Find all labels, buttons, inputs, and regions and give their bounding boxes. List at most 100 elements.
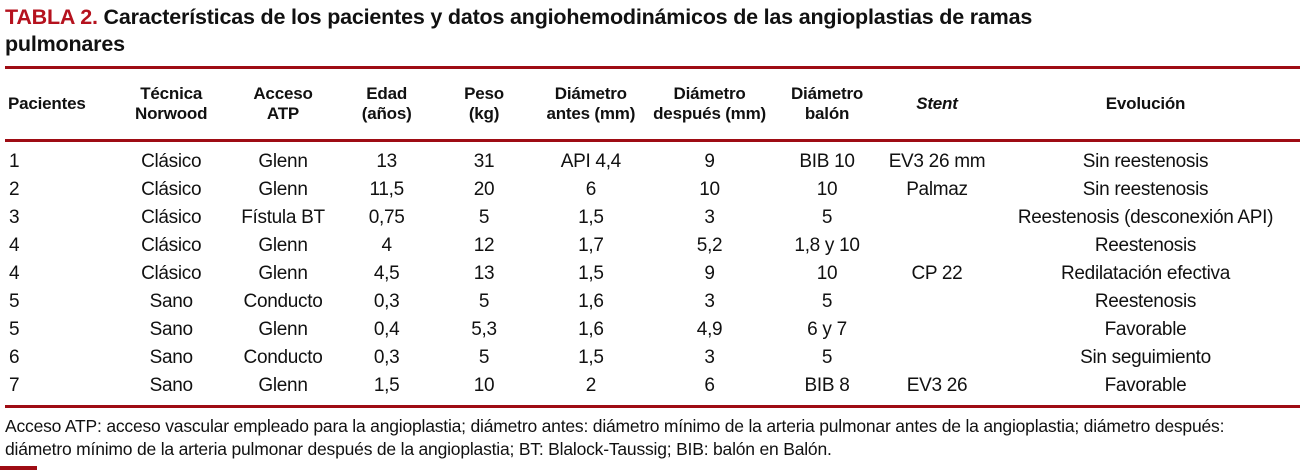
cell-diametro-balon: 5 [821,347,833,368]
table-title-line2: pulmonares [5,32,125,56]
cell-tecnica-norwood: Clásico [141,235,202,256]
cell-evolucion: Sin reestenosis [1082,179,1209,200]
cell-evolucion: Redilatación efectiva [1060,263,1231,284]
cell-diametro-balon: 5 [821,207,833,228]
cell-diametro-balon: 6 y 7 [807,319,847,340]
cell-stent [883,344,991,372]
cell-tecnica-norwood: Sano [149,319,193,340]
table-number-label: TABLA 2. [5,5,98,29]
cell-diametro-antes: API 4,4 [560,151,622,172]
cell-diametro-balon: 1,8 y 10 [794,235,860,256]
table-row: 4 Clásico Glenn 4 12 1,7 5,2 1,8 y 10 Reestenosi… [5,232,1300,260]
cell-peso: 5,3 [471,319,497,340]
table-row: 7 Sano Glenn 1,5 10 2 6 BIB 8 EV3 26 Favorable [5,372,1300,408]
column-header-tecnica-norwood: Técnica Norwood [115,66,228,142]
column-header-evolucion: Evolución [991,66,1300,142]
table-title: TABLA 2. Características de los paciente… [5,4,1300,58]
table-row: 4 Clásico Glenn 4,5 13 1,5 9 10 CP 22 Redilatació… [5,260,1300,288]
footnote-line: diámetro mínimo de la arteria pulmonar d… [5,439,832,459]
column-header-diametro-antes: Diámetro antes (mm) [533,66,648,142]
cell-peso: 5 [478,207,490,228]
cell-diametro-antes: 6 [585,179,597,200]
cell-peso: 10 [434,372,534,408]
column-header-pacientes: Pacientes [5,66,116,142]
cell-edad: 1,5 [338,372,435,408]
column-header-diametro-balon: Diámetro balón [771,66,883,142]
cell-acceso-atp: Glenn [258,319,308,340]
cell-pacientes: 3 [9,207,20,228]
cell-diametro-despues: 3 [704,207,715,228]
table-row: 2 Clásico Glenn 11,5 20 6 10 10 Palmaz Sin reeste… [5,176,1300,204]
cell-diametro-balon: 5 [821,291,833,312]
table-title-text: Características de los pacientes y datos… [103,5,1033,29]
cell-diametro-antes: 1,5 [578,263,604,284]
cell-edad: 11,5 [369,179,404,200]
cell-diametro-despues: 10 [699,179,720,200]
cell-stent: CP 22 [911,263,963,284]
cell-acceso-atp: Glenn [227,372,339,408]
cell-acceso-atp: Glenn [258,151,308,172]
table-row: 5 Sano Conducto 0,3 5 1,6 3 5 Reestenosis [5,288,1300,316]
cell-edad: 4 [381,235,393,256]
cell-stent: Palmaz [906,179,968,200]
cell-tecnica-norwood: Sano [149,347,193,368]
cell-stent: EV3 26 mm [888,151,986,172]
column-header-acceso-atp: Acceso ATP [227,66,339,142]
cell-acceso-atp: Conducto [243,291,323,312]
cell-peso: 20 [473,179,495,200]
cell-acceso-atp: Glenn [258,179,308,200]
cell-edad: 0,3 [373,347,400,368]
cell-diametro-antes: 1,5 [578,347,604,368]
cell-diametro-antes: 1,7 [578,235,604,256]
cell-edad: 0,3 [373,291,400,312]
cell-diametro-despues: 6 [648,372,772,408]
cell-diametro-despues: 9 [704,151,715,172]
cell-pacientes: 5 [9,319,20,340]
patients-table: Pacientes Técnica Norwood Acceso ATP Edad (… [5,66,1300,408]
partial-rule-bottom [0,466,37,470]
cell-stent [883,288,991,316]
cell-stent [883,316,991,344]
table-row: 1 Clásico Glenn 13 31 API 4,4 9 BIB 10 EV3 26 mm… [5,141,1300,177]
cell-diametro-despues: 5,2 [696,235,723,256]
table-row: 3 Clásico Fístula BT 0,75 5 1,5 3 5 Reestenosis … [5,204,1300,232]
cell-pacientes: 4 [9,263,20,284]
cell-tecnica-norwood: Clásico [141,263,202,284]
cell-pacientes: 2 [9,179,20,200]
cell-evolucion: Reestenosis (desconexión API) [1017,207,1274,228]
cell-peso: 5 [478,347,490,368]
cell-pacientes: 6 [9,347,20,368]
cell-evolucion: Reestenosis [1094,235,1197,256]
cell-pacientes: 7 [5,372,116,408]
cell-edad: 13 [376,151,397,172]
column-header-diametro-despues: Diámetro después (mm) [648,66,772,142]
cell-acceso-atp: Fístula BT [241,207,325,228]
column-header-peso: Peso (kg) [434,66,534,142]
cell-diametro-antes: 1,6 [578,291,604,312]
cell-evolucion: Sin reestenosis [1082,151,1209,172]
cell-stent: EV3 26 [882,372,991,408]
cell-diametro-despues: 9 [704,263,715,284]
cell-edad: 4,5 [373,263,400,284]
cell-peso: 5 [478,291,490,312]
cell-edad: 0,75 [368,207,405,228]
column-header-edad: Edad (años) [338,66,435,142]
cell-peso: 13 [473,263,495,284]
table-body: 1 Clásico Glenn 13 31 API 4,4 9 BIB 10 EV3 26 mm… [5,141,1300,408]
cell-evolucion: Favorable [1104,319,1187,340]
cell-diametro-antes: 1,5 [578,207,604,228]
cell-stent [883,232,991,260]
cell-acceso-atp: Conducto [243,347,323,368]
cell-peso: 31 [473,151,495,172]
cell-diametro-balon: BIB 8 [771,372,883,408]
cell-diametro-balon: 10 [816,263,838,284]
cell-tecnica-norwood: Sano [149,291,193,312]
cell-tecnica-norwood: Clásico [141,207,202,228]
footnote-line: Acceso ATP: acceso vascular empleado par… [5,416,1225,436]
cell-diametro-balon: 10 [816,179,838,200]
cell-acceso-atp: Glenn [258,235,308,256]
cell-acceso-atp: Glenn [258,263,308,284]
table-row: 5 Sano Glenn 0,4 5,3 1,6 4,9 6 y 7 Favorable [5,316,1300,344]
cell-pacientes: 5 [9,291,20,312]
